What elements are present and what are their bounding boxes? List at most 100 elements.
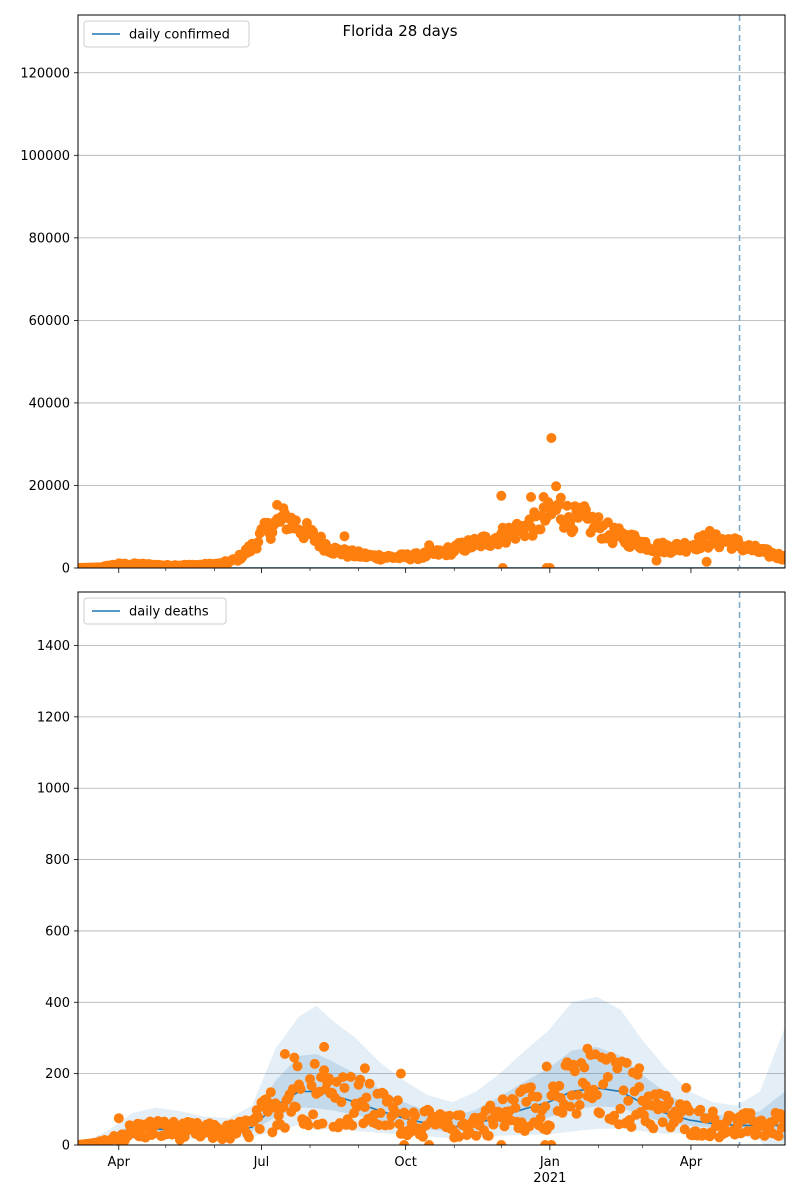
y-tick-label: 40000 bbox=[29, 396, 70, 411]
x-tick-label: Jan bbox=[539, 1155, 560, 1170]
data-point bbox=[308, 526, 319, 537]
points bbox=[78, 433, 785, 568]
x-year-label: 2021 bbox=[533, 1171, 566, 1186]
data-point bbox=[546, 433, 557, 443]
data-point bbox=[574, 1100, 585, 1110]
data-point bbox=[535, 1113, 546, 1124]
data-point bbox=[339, 531, 350, 542]
data-point bbox=[582, 1043, 593, 1054]
data-point bbox=[317, 1118, 328, 1129]
data-point bbox=[701, 1113, 712, 1124]
y-tick-label: 1200 bbox=[37, 710, 70, 725]
data-point bbox=[527, 530, 538, 541]
data-point bbox=[773, 1131, 784, 1142]
data-point bbox=[634, 1082, 645, 1092]
data-point bbox=[554, 1080, 565, 1091]
data-point bbox=[621, 1057, 632, 1068]
y-tick-label: 1000 bbox=[37, 782, 70, 797]
data-point bbox=[306, 1080, 317, 1091]
data-point bbox=[540, 1101, 551, 1112]
data-point bbox=[347, 1120, 358, 1131]
data-point bbox=[303, 1120, 314, 1131]
data-point bbox=[497, 1094, 508, 1105]
y-tick-label: 80000 bbox=[29, 231, 70, 246]
data-point bbox=[319, 1065, 330, 1076]
data-point bbox=[562, 500, 573, 511]
data-point bbox=[496, 490, 507, 501]
data-point bbox=[254, 1124, 265, 1134]
data-point bbox=[316, 531, 326, 542]
data-point bbox=[544, 1120, 555, 1131]
data-point bbox=[323, 1073, 334, 1084]
data-point bbox=[488, 1119, 499, 1130]
data-point bbox=[557, 1107, 568, 1118]
data-point bbox=[532, 1091, 543, 1102]
y-tick-label: 600 bbox=[45, 924, 70, 939]
data-point bbox=[569, 1066, 580, 1077]
data-point bbox=[444, 1110, 455, 1121]
data-point bbox=[704, 525, 715, 536]
data-point bbox=[657, 1117, 668, 1128]
data-point bbox=[497, 563, 508, 568]
data-point bbox=[759, 1130, 770, 1141]
data-point bbox=[516, 1117, 527, 1128]
data-point bbox=[609, 1110, 620, 1121]
data-point bbox=[555, 492, 566, 503]
data-point bbox=[544, 563, 555, 568]
data-point bbox=[593, 512, 604, 523]
data-point bbox=[337, 1072, 348, 1083]
data-point bbox=[568, 524, 579, 535]
data-point bbox=[551, 481, 562, 492]
data-point bbox=[289, 1052, 300, 1063]
data-point bbox=[355, 1074, 366, 1085]
legend: daily confirmed bbox=[83, 20, 250, 48]
data-point bbox=[510, 533, 521, 544]
deaths-panel: 0 200 400 600 800 1000 1200 1400 Apr Jul Oct Jan Apr… bbox=[37, 591, 786, 1186]
data-point bbox=[535, 524, 546, 535]
legend-label: daily confirmed bbox=[129, 28, 230, 43]
data-point bbox=[780, 550, 785, 561]
data-point bbox=[565, 1101, 576, 1112]
data-point bbox=[243, 1132, 254, 1143]
data-point bbox=[391, 1107, 402, 1118]
data-point bbox=[571, 1108, 582, 1119]
data-point bbox=[279, 1122, 290, 1133]
data-point bbox=[424, 1140, 435, 1145]
data-point bbox=[319, 1041, 330, 1052]
data-point bbox=[385, 1119, 395, 1130]
data-point bbox=[361, 1092, 372, 1103]
data-point bbox=[580, 1080, 591, 1091]
data-point bbox=[579, 501, 590, 512]
x-tick-label: Oct bbox=[394, 1155, 416, 1170]
data-point bbox=[308, 1109, 319, 1120]
x-tick-label: Apr bbox=[680, 1155, 703, 1170]
data-point bbox=[399, 1140, 410, 1145]
data-point bbox=[339, 1083, 350, 1093]
data-point bbox=[253, 1112, 264, 1123]
plot-area bbox=[78, 592, 785, 1145]
data-point bbox=[496, 1140, 507, 1145]
y-tick-label: 60000 bbox=[29, 314, 70, 329]
data-point bbox=[395, 1068, 406, 1079]
data-point bbox=[417, 1131, 428, 1142]
data-point bbox=[648, 1123, 659, 1134]
axes-frame bbox=[77, 14, 786, 569]
data-point bbox=[526, 522, 536, 533]
y-tick-label: 400 bbox=[45, 996, 70, 1011]
y-tick-label: 200 bbox=[45, 1067, 70, 1082]
data-point bbox=[359, 1063, 370, 1074]
y-tick-label: 120000 bbox=[20, 66, 70, 81]
data-point bbox=[695, 1104, 706, 1115]
data-point bbox=[634, 1063, 645, 1074]
data-point bbox=[375, 1108, 386, 1118]
data-point bbox=[290, 1102, 301, 1113]
data-point bbox=[602, 1071, 613, 1082]
data-point bbox=[279, 1049, 290, 1059]
data-point bbox=[651, 555, 662, 566]
axes-frame bbox=[77, 591, 786, 1146]
data-point bbox=[292, 1061, 303, 1072]
data-point bbox=[591, 1089, 602, 1100]
data-point bbox=[424, 540, 435, 551]
